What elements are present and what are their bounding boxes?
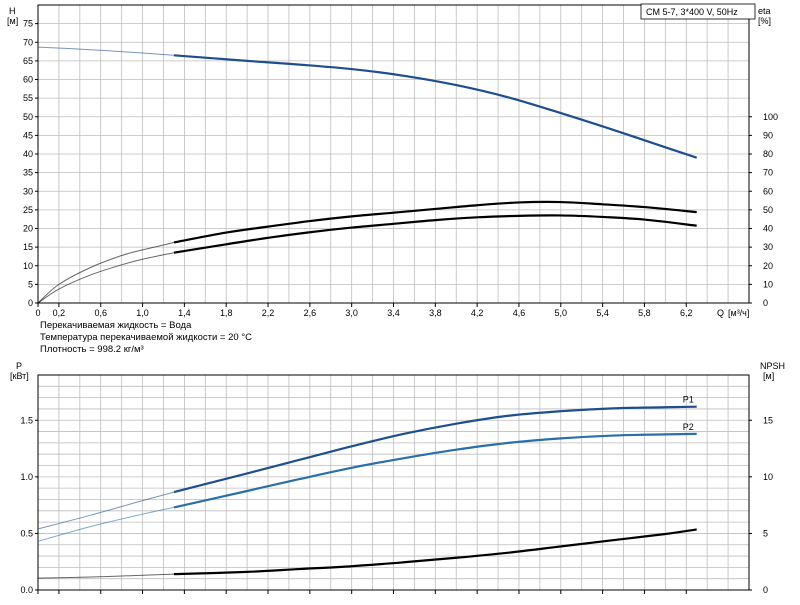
y-left-tick-label: 0 bbox=[28, 298, 33, 308]
y-right-tick-label: 40 bbox=[763, 224, 773, 234]
top-series bbox=[37, 46, 698, 304]
series-label-p1: P1 bbox=[683, 395, 694, 405]
series-line bbox=[173, 432, 697, 509]
y-right-tick-label: 80 bbox=[763, 149, 773, 159]
density-line: Плотность = 998.2 кг/м³ bbox=[40, 344, 144, 355]
y-left-tick-label: 15 bbox=[23, 242, 33, 252]
y-left-tick-label: 60 bbox=[23, 75, 33, 85]
series-line-extrapolated bbox=[37, 573, 174, 579]
y-left-tick-label: 50 bbox=[23, 112, 33, 122]
y-left-tick-label: 5 bbox=[28, 279, 33, 289]
y-right-tick-label: 70 bbox=[763, 168, 773, 178]
series-line-extrapolated bbox=[37, 506, 175, 542]
y-left-axis-unit: [кВт] bbox=[10, 371, 29, 381]
x-tick-label: 0,2 bbox=[53, 308, 66, 318]
y-right-tick-label: 90 bbox=[763, 130, 773, 140]
y-right-axis-unit: [%] bbox=[758, 16, 771, 26]
y-left-tick-label: 1.5 bbox=[20, 415, 33, 425]
x-tick-label: 2,6 bbox=[304, 308, 317, 318]
series-line-extrapolated bbox=[37, 241, 175, 304]
y-left-tick-label: 65 bbox=[23, 56, 33, 66]
y-right-tick-label: 5 bbox=[763, 528, 768, 538]
y-left-tick-label: 10 bbox=[23, 261, 33, 271]
series-line-extrapolated bbox=[37, 46, 174, 56]
x-tick-label: 1,8 bbox=[220, 308, 233, 318]
head-efficiency-chart: 0 0,2 0,6 1,0 1,4 1,8 2,2 2,6 3,0 3,4 3,8 4,2 4,6 5,0… bbox=[7, 3, 778, 318]
y-right-tick-label: 10 bbox=[763, 472, 773, 482]
y-left-tick-label: 40 bbox=[23, 149, 33, 159]
series-label-p2: P2 bbox=[683, 422, 694, 432]
series-line-extrapolated bbox=[37, 491, 175, 530]
fluid-info: Перекачиваемая жидкость = Вода Температу… bbox=[40, 320, 252, 356]
top-axes bbox=[35, 4, 752, 307]
y-right-tick-label: 60 bbox=[763, 186, 773, 196]
x-tick-label: 1,0 bbox=[136, 308, 149, 318]
y-left-tick-label: 20 bbox=[23, 224, 33, 234]
y-left-tick-label: 0.0 bbox=[20, 585, 33, 595]
chart-title: CM 5-7, 3*400 V, 50Hz bbox=[646, 7, 738, 17]
x-tick-label: 5,4 bbox=[596, 308, 609, 318]
y-right-tick-label: 10 bbox=[763, 279, 773, 289]
series-line bbox=[173, 54, 698, 159]
y-left-tick-label: 0.5 bbox=[20, 528, 33, 538]
series-line bbox=[173, 405, 697, 494]
x-tick-label: 4,2 bbox=[471, 308, 484, 318]
x-tick-label: 6,2 bbox=[680, 308, 693, 318]
y-left-tick-label: 30 bbox=[23, 186, 33, 196]
y-right-tick-label: 0 bbox=[763, 585, 768, 595]
fluid-line: Перекачиваемая жидкость = Вода bbox=[40, 320, 192, 331]
x-tick-label: 1,4 bbox=[178, 308, 191, 318]
x-tick-label: 2,2 bbox=[262, 308, 275, 318]
y-left-tick-label: 70 bbox=[23, 37, 33, 47]
x-axis-unit: [м³/ч] bbox=[728, 308, 749, 318]
y-right-tick-label: 15 bbox=[763, 415, 773, 425]
y-right-tick-label: 100 bbox=[763, 112, 778, 122]
temperature-line: Температура перекачиваемой жидкости = 20… bbox=[40, 332, 252, 343]
y-left-tick-label: 55 bbox=[23, 93, 33, 103]
series-line bbox=[173, 200, 697, 244]
x-tick-label: 0,6 bbox=[94, 308, 107, 318]
bottom-labels: 0.0 0.5 1.0 1.5 P[кВт] 0 5 10 15 NPSH[м] P1 P2 bbox=[10, 361, 785, 595]
y-left-axis-label: H bbox=[9, 6, 16, 16]
y-left-tick-label: 45 bbox=[23, 130, 33, 140]
series-line bbox=[173, 528, 697, 576]
y-left-tick-label: 25 bbox=[23, 205, 33, 215]
y-right-tick-label: 30 bbox=[763, 242, 773, 252]
y-right-tick-label: 20 bbox=[763, 261, 773, 271]
y-right-axis-unit: [м] bbox=[763, 371, 774, 381]
series-line bbox=[173, 214, 697, 254]
x-axis-label: Q bbox=[717, 308, 724, 318]
x-tick-label: 5,8 bbox=[638, 308, 651, 318]
bottom-axes bbox=[35, 374, 752, 594]
y-right-tick-label: 0 bbox=[763, 298, 768, 308]
y-right-axis-label: NPSH bbox=[760, 361, 785, 371]
x-tick-label: 3,0 bbox=[345, 308, 358, 318]
y-left-tick-label: 35 bbox=[23, 168, 33, 178]
chart-title-box bbox=[640, 3, 756, 20]
power-npsh-chart: 0.0 0.5 1.0 1.5 P[кВт] 0 5 10 15 NPSH[м] P1 P2 bbox=[10, 361, 785, 595]
bottom-series bbox=[37, 405, 697, 579]
y-left-axis-unit: [м] bbox=[7, 16, 18, 26]
top-labels: 0 0,2 0,6 1,0 1,4 1,8 2,2 2,6 3,0 3,4 3,8 4,2 4,6 5,0… bbox=[7, 6, 778, 318]
x-tick-label: 4,6 bbox=[513, 308, 526, 318]
y-left-tick-label: 1.0 bbox=[20, 472, 33, 482]
x-tick-label: 0 bbox=[35, 308, 40, 318]
y-right-axis-label: eta bbox=[758, 6, 771, 16]
series-line-extrapolated bbox=[37, 252, 175, 304]
x-tick-label: 5,0 bbox=[555, 308, 568, 318]
y-left-tick-label: 75 bbox=[23, 19, 33, 29]
x-tick-label: 3,4 bbox=[387, 308, 400, 318]
y-right-tick-label: 50 bbox=[763, 205, 773, 215]
x-tick-label: 3,8 bbox=[429, 308, 442, 318]
y-left-axis-label: P bbox=[16, 361, 22, 371]
